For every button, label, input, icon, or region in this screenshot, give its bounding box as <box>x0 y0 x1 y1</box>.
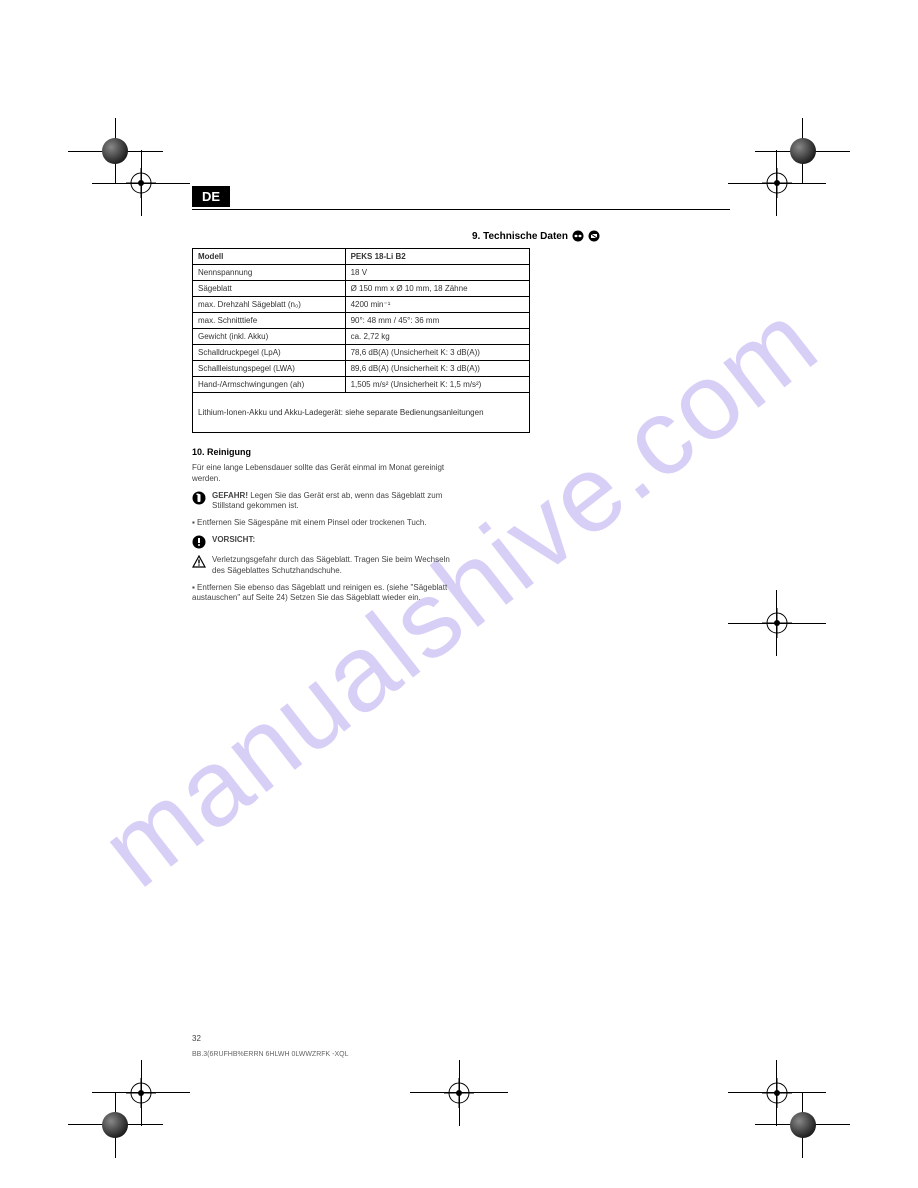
table-cell: Gewicht (inkl. Akku) <box>193 329 346 345</box>
table-cell: Lithium-Ionen-Akku und Akku-Ladegerät: s… <box>193 393 530 433</box>
table-cell: 1,505 m/s² (Unsicherheit K: 1,5 m/s²) <box>345 377 529 393</box>
table-cell: max. Drehzahl Sägeblatt (n₀) <box>193 297 346 313</box>
caution-label: VORSICHT: <box>212 535 255 544</box>
table-row: Gewicht (inkl. Akku)ca. 2,72 kg <box>193 329 530 345</box>
list-item: ▪ Entfernen Sie ebenso das Sägeblatt und… <box>192 583 450 605</box>
list-item: ▪ Entfernen Sie Sägespäne mit einem Pins… <box>192 518 450 529</box>
caution-row-2: Verletzungsgefahr durch das Sägeblatt. T… <box>192 555 450 577</box>
table-cell: Modell <box>193 249 346 265</box>
caution-row-1: VORSICHT: <box>192 535 450 549</box>
registration-mark <box>126 1078 156 1108</box>
table-cell: Hand-/Armschwingungen (ah) <box>193 377 346 393</box>
exclamation-icon <box>192 535 206 549</box>
footer-docref: BB.3(6RUFHB%ERRN 6HLWH 0LWWZRFK -XQL <box>192 1051 348 1058</box>
registration-sphere <box>102 138 128 164</box>
language-badge: DE <box>192 186 230 207</box>
table-cell: Nennspannung <box>193 265 346 281</box>
table-row: Schalldruckpegel (LpA)78,6 dB(A) (Unsich… <box>193 345 530 361</box>
table-cell: 78,6 dB(A) (Unsicherheit K: 3 dB(A)) <box>345 345 529 361</box>
danger-row: GEFAHR! Legen Sie das Gerät erst ab, wen… <box>192 491 450 513</box>
registration-sphere <box>790 138 816 164</box>
table-row: max. Schnitttiefe90°: 48 mm / 45°: 36 mm <box>193 313 530 329</box>
registration-mark <box>762 1078 792 1108</box>
table-cell: 18 V <box>345 265 529 281</box>
caution-text: Verletzungsgefahr durch das Sägeblatt. T… <box>212 555 450 577</box>
registration-mark <box>444 1078 474 1108</box>
table-cell: Schalldruckpegel (LpA) <box>193 345 346 361</box>
section-heading-reinigung: 10. Reinigung <box>192 447 450 457</box>
table-cell: ca. 2,72 kg <box>345 329 529 345</box>
table-cell: 90°: 48 mm / 45°: 36 mm <box>345 313 529 329</box>
page-header: DE <box>192 186 730 210</box>
goggles-icon <box>572 230 584 242</box>
heading-text: 9. Technische Daten <box>472 231 568 242</box>
table-row: SägeblattØ 150 mm x Ø 10 mm, 18 Zähne <box>193 281 530 297</box>
warning-triangle-icon <box>192 555 206 569</box>
page-number: 32 <box>192 1034 201 1043</box>
table-cell: Sägeblatt <box>193 281 346 297</box>
registration-mark <box>126 168 156 198</box>
table-row: max. Drehzahl Sägeblatt (n₀)4200 min⁻¹ <box>193 297 530 313</box>
section-heading-technische-daten: 9. Technische Daten <box>472 230 730 242</box>
registration-sphere <box>102 1112 128 1138</box>
registration-sphere <box>790 1112 816 1138</box>
table-cell: Schallleistungspegel (LWA) <box>193 361 346 377</box>
table-cell: PEKS 18-Li B2 <box>345 249 529 265</box>
danger-label: GEFAHR! <box>212 491 248 500</box>
intro-text: Für eine lange Lebensdauer sollte das Ge… <box>192 463 450 485</box>
technical-data-table: ModellPEKS 18-Li B2 Nennspannung18 V Säg… <box>192 248 530 433</box>
page-content: DE 9. Technische Daten ModellPEKS 18-Li … <box>192 186 730 610</box>
table-row: ModellPEKS 18-Li B2 <box>193 249 530 265</box>
table-cell: 4200 min⁻¹ <box>345 297 529 313</box>
table-row: Nennspannung18 V <box>193 265 530 281</box>
plug-icon <box>588 230 600 242</box>
fire-extinguisher-icon <box>192 491 206 505</box>
registration-mark <box>762 608 792 638</box>
registration-mark <box>762 168 792 198</box>
table-row: Lithium-Ionen-Akku und Akku-Ladegerät: s… <box>193 393 530 433</box>
table-cell: Ø 150 mm x Ø 10 mm, 18 Zähne <box>345 281 529 297</box>
table-cell: max. Schnitttiefe <box>193 313 346 329</box>
table-row: Schallleistungspegel (LWA)89,6 dB(A) (Un… <box>193 361 530 377</box>
table-row: Hand-/Armschwingungen (ah)1,505 m/s² (Un… <box>193 377 530 393</box>
table-cell: 89,6 dB(A) (Unsicherheit K: 3 dB(A)) <box>345 361 529 377</box>
